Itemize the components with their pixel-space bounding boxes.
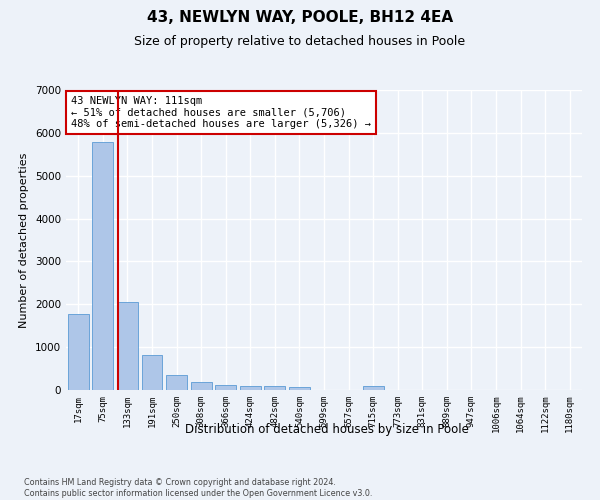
Bar	[191, 382, 212, 390]
Text: Distribution of detached houses by size in Poole: Distribution of detached houses by size …	[185, 422, 469, 436]
Bar	[166, 376, 187, 390]
Bar	[117, 302, 138, 390]
Text: 43, NEWLYN WAY, POOLE, BH12 4EA: 43, NEWLYN WAY, POOLE, BH12 4EA	[147, 10, 453, 25]
Bar	[142, 355, 163, 390]
Y-axis label: Number of detached properties: Number of detached properties	[19, 152, 29, 328]
Text: Contains HM Land Registry data © Crown copyright and database right 2024.
Contai: Contains HM Land Registry data © Crown c…	[24, 478, 373, 498]
Bar	[215, 385, 236, 390]
Bar	[68, 314, 89, 390]
Text: 43 NEWLYN WAY: 111sqm
← 51% of detached houses are smaller (5,706)
48% of semi-d: 43 NEWLYN WAY: 111sqm ← 51% of detached …	[71, 96, 371, 129]
Text: Size of property relative to detached houses in Poole: Size of property relative to detached ho…	[134, 35, 466, 48]
Bar	[289, 387, 310, 390]
Bar	[362, 386, 383, 390]
Bar	[240, 386, 261, 390]
Bar	[265, 386, 286, 390]
Bar	[92, 142, 113, 390]
